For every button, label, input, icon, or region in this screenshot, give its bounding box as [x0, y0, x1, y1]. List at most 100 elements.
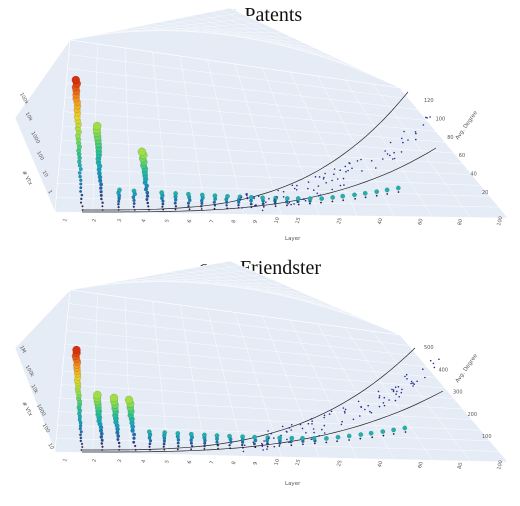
data-point — [402, 425, 408, 431]
data-point — [273, 198, 276, 201]
data-point — [343, 184, 345, 186]
data-point — [79, 178, 83, 182]
data-point — [132, 440, 136, 444]
data-point — [348, 439, 351, 441]
data-point — [314, 176, 317, 178]
plot-cit-patents[interactable]: 100k 10k 1000 100 10 1 1 2 3 4 5 6 7 8 9 10 15 25 40 60 80 10… — [0, 0, 520, 253]
data-point — [313, 431, 315, 434]
data-point — [301, 443, 304, 446]
data-point — [80, 449, 83, 451]
data-point — [296, 184, 298, 187]
data-point — [78, 424, 83, 428]
data-point — [124, 395, 134, 405]
data-point — [357, 400, 360, 403]
data-point — [266, 448, 268, 450]
data-point — [382, 434, 385, 437]
data-point — [378, 396, 381, 399]
data-point — [252, 441, 255, 444]
data-point — [369, 410, 371, 413]
data-point — [101, 209, 104, 211]
data-points — [71, 75, 431, 212]
data-point — [131, 188, 137, 194]
tick-label: 1M — [18, 345, 27, 354]
data-point — [316, 192, 319, 195]
data-point — [200, 208, 203, 210]
data-point — [331, 179, 333, 182]
tick-label: 5 — [164, 219, 171, 224]
data-point — [190, 444, 194, 448]
tick-label: 300 — [453, 390, 463, 396]
data-point — [145, 190, 150, 195]
data-point — [340, 193, 346, 199]
data-point — [333, 173, 335, 175]
data-point — [299, 423, 302, 426]
data-point — [415, 132, 417, 135]
data-point — [333, 168, 336, 170]
data-point — [397, 386, 400, 388]
data-point — [267, 430, 269, 432]
data-point — [291, 184, 294, 187]
tick-label: 400 — [439, 367, 449, 373]
data-point — [101, 205, 104, 208]
data-point — [405, 373, 408, 376]
data-point — [378, 405, 381, 408]
data-point — [400, 391, 403, 394]
data-point — [80, 442, 84, 446]
data-point — [383, 396, 386, 399]
tick-label: 80 — [457, 462, 464, 470]
tick-label: 500 — [424, 345, 434, 351]
data-point — [285, 204, 288, 207]
data-point — [79, 182, 83, 186]
data-point — [319, 194, 322, 196]
data-point — [146, 201, 150, 205]
data-point — [117, 199, 121, 203]
data-point — [252, 434, 257, 440]
data-point — [225, 193, 230, 199]
data-point — [81, 209, 84, 211]
data-point — [133, 208, 136, 211]
tick-label: 80 — [457, 218, 464, 226]
tick-label: 25 — [336, 217, 343, 225]
data-point — [148, 439, 153, 443]
data-point — [255, 204, 257, 206]
data-point — [273, 445, 276, 448]
data-point — [246, 197, 249, 200]
data-point — [118, 445, 121, 448]
data-point — [410, 382, 412, 385]
tick-label: 60 — [417, 461, 424, 469]
back-gridlines — [79, 9, 390, 84]
data-point — [241, 207, 243, 209]
data-point — [273, 437, 275, 439]
data-point — [359, 415, 361, 417]
data-point — [297, 203, 300, 206]
data-point — [392, 390, 395, 393]
tick-label: 100 — [35, 150, 45, 161]
data-point — [267, 437, 270, 440]
data-point — [335, 434, 341, 440]
data-point — [242, 450, 245, 453]
data-point — [117, 187, 122, 193]
data-point — [262, 449, 264, 451]
z-axis-title: # Vtx — [20, 170, 33, 187]
data-point — [229, 440, 233, 444]
data-point — [239, 198, 241, 201]
data-point — [250, 206, 253, 209]
data-point — [378, 395, 381, 397]
data-point — [426, 117, 428, 119]
data-point — [215, 440, 219, 444]
data-point — [347, 169, 349, 172]
data-point — [148, 445, 151, 448]
tick-label: 100k — [24, 364, 35, 378]
data-point — [240, 196, 243, 199]
data-point — [237, 203, 240, 207]
data-point — [288, 427, 291, 429]
data-point — [278, 444, 281, 447]
data-point — [382, 158, 384, 160]
data-point — [149, 448, 151, 451]
data-point — [312, 428, 315, 430]
data-point — [323, 432, 326, 434]
tick-label: 40 — [377, 460, 384, 468]
data-point — [319, 196, 325, 201]
data-point — [72, 345, 81, 355]
plot-com-friendster[interactable]: 1M 100k 10k 1000 100 10 1 2 3 4 5 6 7 8 9 10 15 25 40 60 80 1… — [0, 253, 520, 506]
